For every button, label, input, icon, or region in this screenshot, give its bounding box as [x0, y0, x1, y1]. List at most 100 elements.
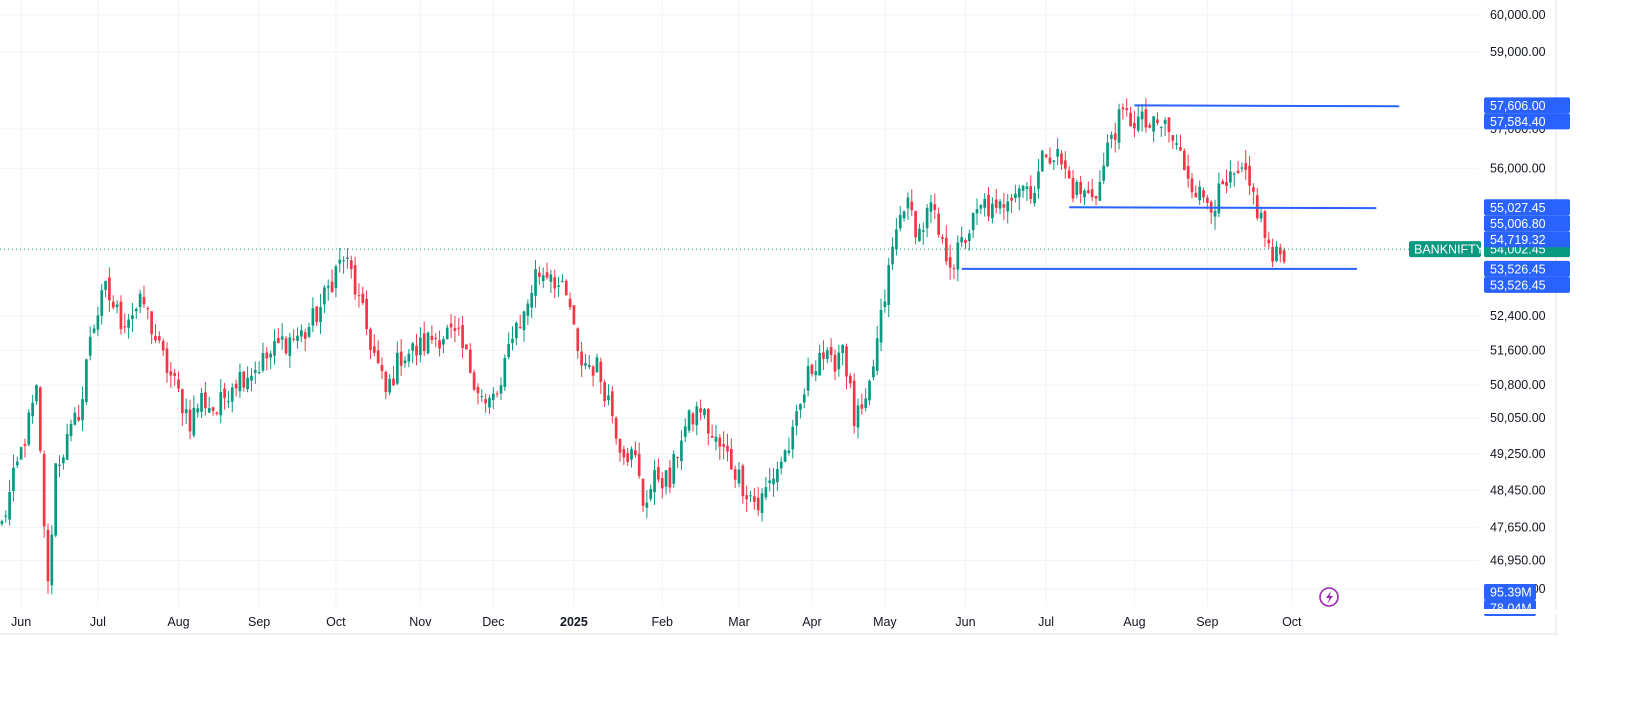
- candle-body: [783, 450, 787, 462]
- grid: [0, 0, 1558, 636]
- candle: [161, 338, 165, 356]
- candle-body: [676, 457, 679, 459]
- candle-body: [108, 277, 111, 301]
- candle-body: [146, 308, 150, 310]
- candle: [526, 299, 530, 325]
- candle: [465, 344, 468, 350]
- candle: [1010, 193, 1013, 213]
- candle-body: [23, 444, 27, 446]
- candle-body: [902, 211, 906, 219]
- candle-body: [637, 453, 641, 476]
- candle-body: [184, 409, 188, 414]
- time-axis[interactable]: Jun Jul Aug Sep Oct Nov Dec 2025 Feb Mar Apr May Jun…: [11, 615, 1302, 629]
- candle-body: [914, 210, 917, 238]
- candle-body: [514, 322, 518, 339]
- candle-body: [407, 353, 411, 362]
- candle-body: [1017, 188, 1021, 198]
- candle-body: [415, 345, 418, 356]
- candle: [837, 344, 841, 377]
- trend-lines[interactable]: [961, 104, 1400, 270]
- candle: [680, 430, 683, 470]
- candle-body: [683, 426, 687, 437]
- candle: [1271, 238, 1274, 268]
- candle-body: [1060, 153, 1063, 165]
- candle: [994, 189, 998, 214]
- candle: [710, 424, 714, 438]
- candle: [165, 342, 169, 383]
- candle-body: [1179, 147, 1182, 151]
- candle: [902, 210, 906, 222]
- candle: [829, 338, 833, 363]
- candle: [718, 434, 722, 460]
- candle: [131, 302, 134, 332]
- candle-body: [1102, 165, 1106, 181]
- lightning-icon[interactable]: [1319, 587, 1339, 607]
- candle-body: [1133, 123, 1136, 129]
- candle-body: [376, 350, 380, 364]
- candle-body: [1079, 182, 1083, 194]
- candle-body: [599, 361, 603, 383]
- candle-body: [1106, 142, 1109, 167]
- price-label: 57,606.00: [1490, 99, 1546, 113]
- candle: [169, 362, 173, 388]
- candle-body: [956, 242, 960, 270]
- x-tick-label: Nov: [409, 615, 432, 629]
- candle-body: [81, 399, 84, 421]
- candle: [687, 408, 691, 433]
- y-tick-label: 51,600.00: [1490, 343, 1546, 357]
- candle-body: [8, 492, 11, 520]
- candle: [223, 383, 226, 410]
- candle-body: [1140, 111, 1144, 120]
- candle: [115, 300, 119, 314]
- symbol-label-text: BANKNIFTY: [1414, 243, 1485, 257]
- candle: [1179, 134, 1182, 152]
- candle-body: [1090, 189, 1094, 198]
- candle-body: [261, 353, 265, 371]
- candle: [1217, 172, 1221, 218]
- candle: [699, 399, 702, 421]
- candle-body: [58, 464, 61, 466]
- candle: [361, 286, 365, 306]
- candle: [127, 313, 130, 339]
- candle: [150, 311, 153, 345]
- candle-body: [764, 487, 768, 498]
- candle-body: [246, 377, 249, 390]
- candle-body: [46, 530, 50, 582]
- candle: [507, 332, 511, 360]
- candle-body: [104, 280, 107, 290]
- candle: [1133, 110, 1136, 138]
- candle-body: [522, 311, 526, 331]
- candle-body: [687, 410, 691, 431]
- candle: [1067, 166, 1071, 179]
- candle: [1033, 185, 1036, 207]
- candle: [372, 334, 376, 357]
- candle-body: [810, 364, 814, 374]
- candle: [622, 445, 626, 465]
- candle-body: [257, 371, 261, 374]
- price-label-bg: [1484, 215, 1570, 232]
- candle-body: [173, 373, 177, 376]
- candle-body: [887, 265, 891, 305]
- candle: [1029, 175, 1033, 204]
- candle: [46, 523, 50, 594]
- candle: [119, 295, 123, 335]
- candle-body: [480, 396, 484, 398]
- candle-body: [860, 404, 864, 409]
- candle: [58, 455, 61, 477]
- candle-body: [503, 358, 507, 388]
- x-tick-label: Jul: [90, 615, 106, 629]
- candle-body: [622, 449, 626, 458]
- candle-body: [307, 327, 311, 337]
- y-tick-label: 49,250.00: [1490, 447, 1546, 461]
- candle-body: [227, 401, 230, 403]
- candle-body: [154, 335, 157, 341]
- candle: [941, 234, 944, 244]
- candle: [353, 256, 357, 300]
- candle-body: [929, 202, 933, 212]
- candle-body: [868, 380, 871, 401]
- x-tick-label: Aug: [167, 615, 189, 629]
- candle: [810, 363, 814, 377]
- candle-body: [491, 393, 495, 400]
- candle-body: [1083, 190, 1086, 198]
